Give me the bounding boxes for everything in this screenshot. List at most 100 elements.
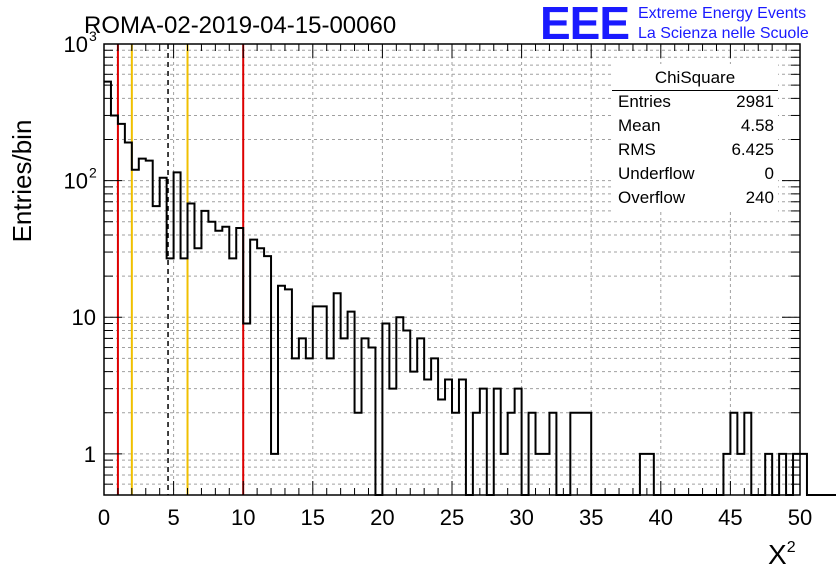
histogram-bin bbox=[480, 389, 487, 495]
x-axis-label: X2 bbox=[768, 539, 796, 570]
stats-row-rms: RMS 6.425 bbox=[618, 140, 774, 164]
stats-label: Entries bbox=[618, 92, 671, 111]
eee-logo: EEE Extreme Energy Events La Scienza nel… bbox=[540, 0, 830, 49]
histogram-bin bbox=[264, 256, 271, 495]
x-tick-label: 10 bbox=[231, 505, 255, 530]
histogram-bin bbox=[779, 454, 786, 495]
histogram-bin bbox=[208, 222, 215, 495]
histogram-bin bbox=[111, 115, 118, 495]
x-tick-label: 30 bbox=[509, 505, 533, 530]
stats-label: Underflow bbox=[618, 164, 695, 183]
histogram-bin bbox=[125, 143, 132, 495]
histogram-bin bbox=[348, 312, 355, 495]
x-tick-label: 15 bbox=[301, 505, 325, 530]
histogram-bin bbox=[194, 248, 201, 495]
y-tick-label: 10 bbox=[72, 305, 96, 330]
histogram-bin bbox=[508, 413, 515, 495]
histogram-bin bbox=[501, 454, 508, 495]
histogram-bin bbox=[459, 380, 466, 495]
histogram-bin bbox=[222, 227, 229, 495]
histogram-bin bbox=[529, 413, 536, 495]
histogram-bin bbox=[362, 338, 369, 495]
histogram-bin bbox=[744, 413, 751, 495]
histogram-bin bbox=[417, 338, 424, 495]
logo-mark: EEE bbox=[540, 0, 630, 49]
histogram-bin bbox=[327, 358, 334, 495]
histogram-bin bbox=[236, 228, 243, 495]
histogram-bin bbox=[431, 358, 438, 495]
histogram-bin bbox=[438, 400, 445, 495]
stats-title: ChiSquare bbox=[654, 68, 736, 87]
histogram-bin bbox=[139, 159, 146, 495]
histogram-bin bbox=[640, 454, 647, 495]
histogram-bin bbox=[730, 413, 737, 495]
histogram-bin bbox=[271, 454, 278, 495]
stats-label: Overflow bbox=[618, 188, 686, 207]
stats-value: 2981 bbox=[736, 92, 774, 111]
histogram-bin bbox=[723, 454, 730, 495]
stats-value: 6.425 bbox=[731, 140, 774, 159]
histogram-bin bbox=[410, 372, 417, 495]
histogram-bin bbox=[292, 358, 299, 495]
histogram-bin bbox=[167, 258, 174, 495]
histogram-bin bbox=[647, 454, 654, 495]
histogram-bin bbox=[160, 178, 167, 495]
histogram-bin bbox=[229, 258, 236, 495]
histogram-bin bbox=[765, 454, 772, 495]
stats-box: ChiSquare Entries 2981 Mean 4.58 RMS 6.4… bbox=[612, 64, 778, 212]
histogram-bin bbox=[243, 323, 250, 495]
y-tick-label: 1 bbox=[84, 442, 96, 467]
y-axis-label: Entries/bin bbox=[7, 120, 37, 243]
stats-row-underflow: Underflow 0 bbox=[618, 164, 774, 188]
histogram-bin bbox=[549, 413, 556, 495]
x-tick-label: 25 bbox=[440, 505, 464, 530]
logo-line-2: La Scienza nelle Scuole bbox=[638, 25, 809, 42]
x-axis-label-superscript: 2 bbox=[787, 539, 796, 556]
grid bbox=[104, 44, 800, 495]
histogram-bin bbox=[174, 172, 181, 495]
x-tick-label: 20 bbox=[370, 505, 394, 530]
histogram-bin bbox=[577, 413, 584, 495]
chart-title: ROMA-02-2019-04-15-00060 bbox=[84, 12, 396, 39]
histogram-bin bbox=[584, 413, 591, 495]
stats-divider bbox=[612, 90, 778, 91]
histogram-bin bbox=[313, 306, 320, 495]
stats-row-overflow: Overflow 240 bbox=[618, 188, 774, 212]
histogram-bin bbox=[424, 380, 431, 495]
stats-row-entries: Entries 2981 bbox=[618, 92, 774, 116]
histogram-bin bbox=[355, 413, 362, 495]
histogram-bin bbox=[368, 348, 375, 495]
histogram-bin bbox=[181, 258, 188, 495]
x-tick-labels: 0 5 10 15 20 25 30 35 40 45 50 bbox=[98, 505, 812, 530]
histogram-bin bbox=[389, 389, 396, 495]
histogram-bin bbox=[104, 82, 111, 495]
histogram-bin bbox=[306, 358, 313, 495]
axis-ticks bbox=[103, 43, 801, 496]
stats-label: RMS bbox=[618, 140, 656, 159]
histogram-bin bbox=[250, 240, 257, 495]
histogram-bin bbox=[542, 454, 549, 495]
histogram-bin bbox=[320, 306, 327, 495]
histogram-bin bbox=[536, 454, 543, 495]
histogram-bin bbox=[278, 286, 285, 495]
x-tick-label: 40 bbox=[649, 505, 673, 530]
stats-value: 240 bbox=[745, 188, 774, 207]
histogram-bin bbox=[299, 338, 306, 495]
histogram-bin bbox=[153, 206, 160, 495]
histogram-bin bbox=[494, 389, 501, 495]
stats-value: 0 bbox=[764, 164, 774, 183]
histogram-bin bbox=[382, 323, 389, 495]
histogram-bin bbox=[800, 454, 807, 495]
histogram-bin bbox=[570, 413, 577, 495]
x-tick-label: 0 bbox=[98, 505, 110, 530]
histogram-bin bbox=[473, 413, 480, 495]
stats-label: Mean bbox=[618, 116, 661, 135]
x-tick-label: 50 bbox=[788, 505, 812, 530]
x-tick-label: 45 bbox=[718, 505, 742, 530]
histogram-bin bbox=[396, 317, 403, 495]
histogram-bin bbox=[201, 211, 208, 495]
x-tick-label: 35 bbox=[579, 505, 603, 530]
histogram-bin bbox=[146, 161, 153, 495]
